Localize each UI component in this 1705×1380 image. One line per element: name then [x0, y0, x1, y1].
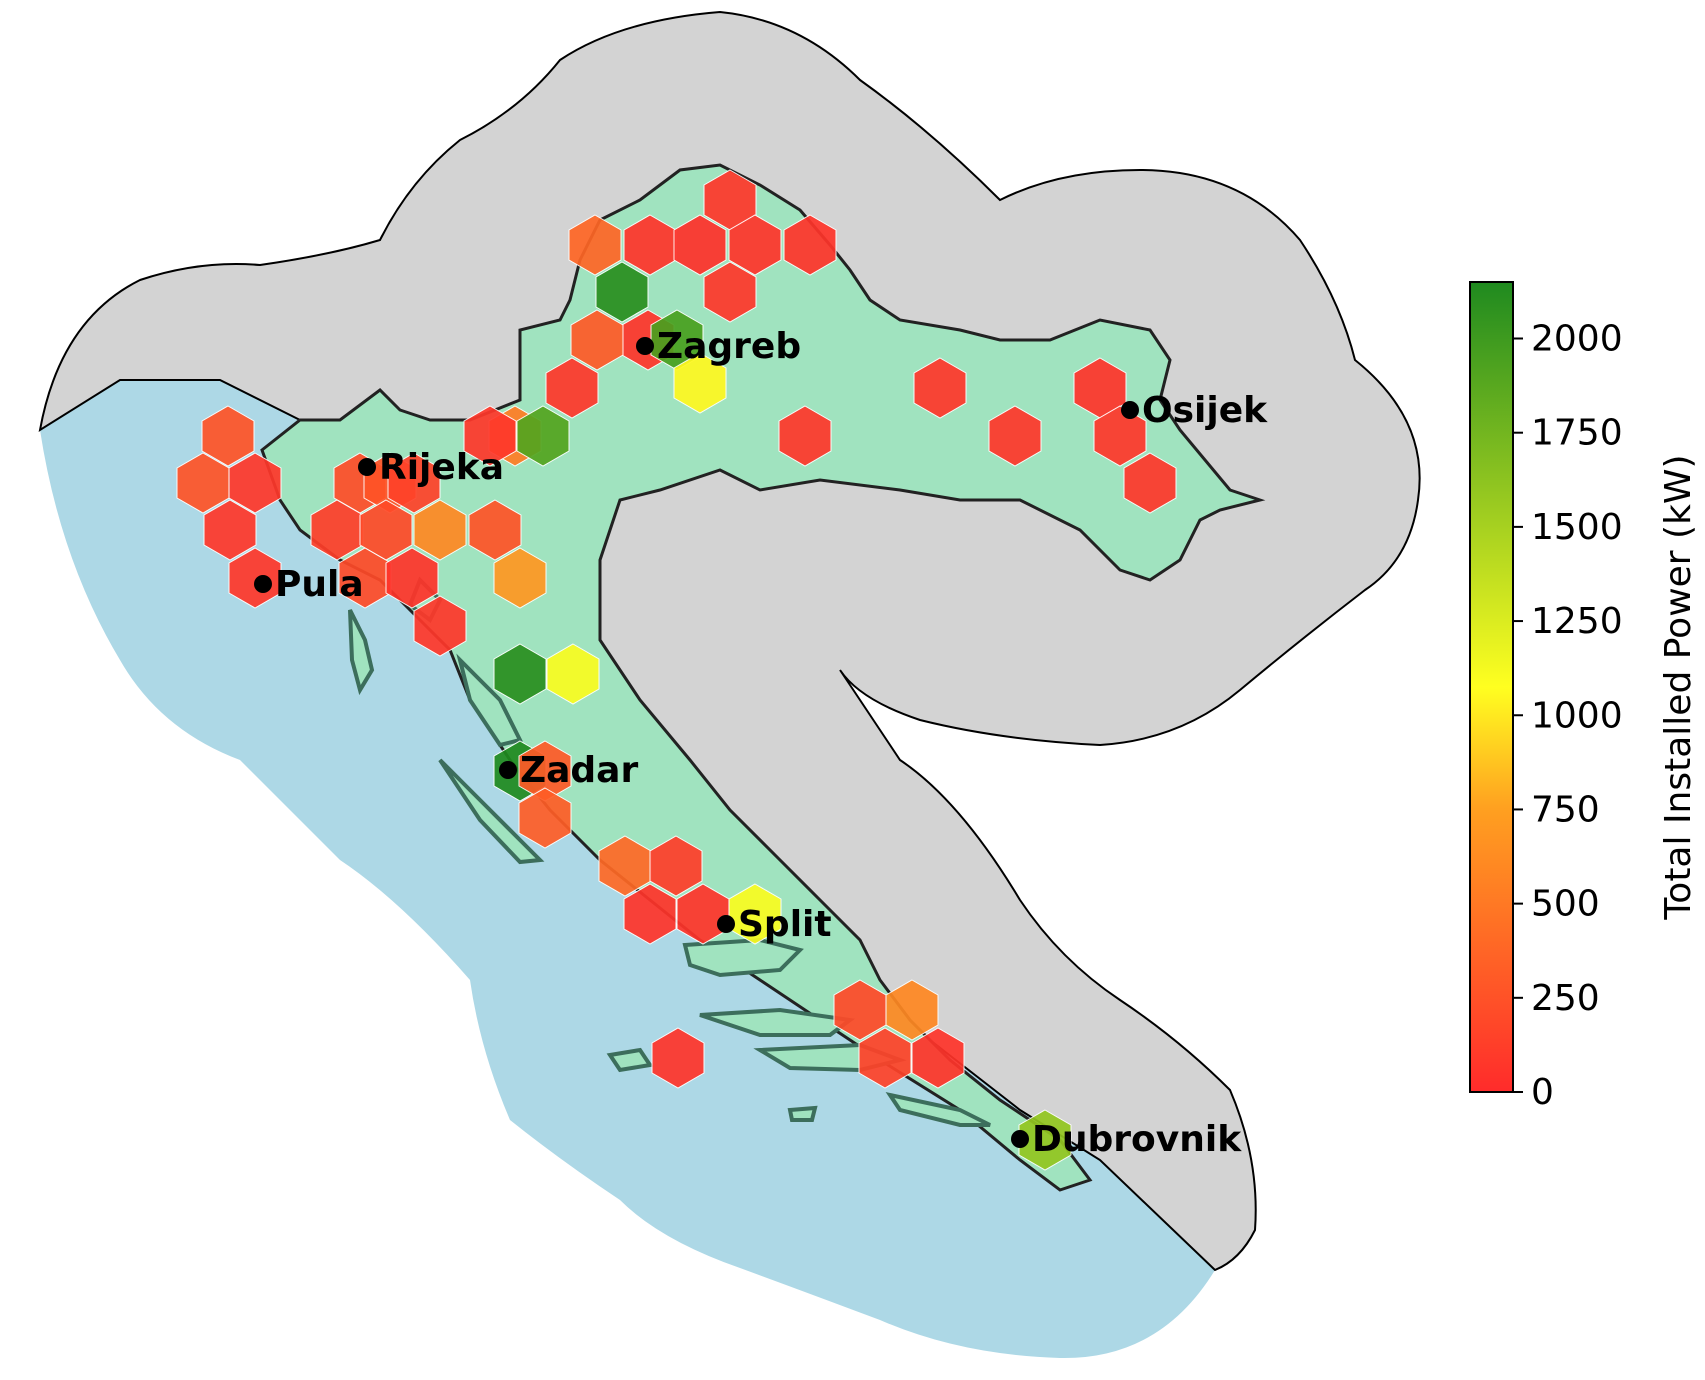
colorbar-tick-label: 1250 [1531, 601, 1623, 642]
hexbin-cell [493, 547, 547, 609]
city-marker-split: Split [717, 904, 832, 945]
colorbar-tick-label: 2000 [1531, 319, 1623, 360]
colorbar-tick-label: 750 [1531, 789, 1600, 830]
hexbin-cell [546, 643, 600, 705]
hexbin-layer [176, 169, 1177, 1171]
hexbin-cell [649, 835, 703, 897]
city-dot [358, 458, 376, 476]
hexbin-cell [651, 1027, 705, 1089]
hexbin-cell [228, 547, 282, 609]
city-dot [717, 915, 735, 933]
island-lastovo [787, 1105, 818, 1122]
hexbin-cell [858, 1027, 912, 1089]
hexbin-cell [623, 883, 677, 945]
hexbin-cell [387, 452, 441, 514]
hexbin-cell [1093, 405, 1147, 467]
hexbin-cell [518, 787, 572, 849]
hexbin-cell [778, 405, 832, 467]
hexbin-cell [885, 979, 939, 1041]
hexbin-cell [516, 405, 570, 467]
hexbin-cell [1018, 1109, 1072, 1171]
hexbin-cell [703, 261, 757, 323]
city-label: Zagreb [657, 326, 801, 367]
hexbin-cell [228, 452, 282, 514]
hexbin-cell [913, 357, 967, 419]
hexbin-cell [728, 214, 782, 276]
colorbar-tick-label: 1000 [1531, 695, 1623, 736]
hexbin-cell [201, 405, 255, 467]
hexbin-cell [1123, 452, 1177, 514]
city-marker-rijeka: Rijeka [358, 447, 504, 488]
city-marker-pula: Pula [254, 564, 364, 605]
colorbar-tick-label: 1750 [1531, 413, 1623, 454]
colorbar-tick-label: 1500 [1531, 507, 1623, 548]
hexbin-cell [568, 214, 622, 276]
city-dot [636, 337, 654, 355]
island-pag [456, 653, 523, 748]
city-dot [254, 575, 272, 593]
island-mljet [885, 1092, 991, 1127]
colorbar-tick-label: 250 [1531, 978, 1600, 1019]
colorbar: 0 250 500 750 1000 1250 1500 1750 2000 Total Ins… [1469, 281, 1699, 1113]
island-brac [682, 937, 804, 978]
city-label: Dubrovnik [1032, 1119, 1242, 1160]
city-marker-dubrovnik: Dubrovnik [1011, 1119, 1242, 1160]
island-dugi-otok [438, 758, 545, 865]
neighbor-land [38, 10, 1421, 1272]
hexbin-cell [413, 595, 467, 657]
hexbin-cell [545, 357, 599, 419]
city-label: Split [738, 904, 832, 945]
island-cres [348, 609, 375, 696]
city-marker-zadar: Zadar [499, 750, 638, 791]
hexbin-cell [988, 405, 1042, 467]
hexbin-cell [673, 352, 727, 414]
islands [348, 576, 991, 1127]
hexbin-cell [493, 643, 547, 705]
city-layer: Zagreb Osijek Rijeka Pula Zadar Split Dubrovni… [254, 326, 1268, 1160]
hexbin-cell [385, 547, 439, 609]
city-marker-osijek: Osijek [1121, 390, 1268, 431]
city-dot [1011, 1130, 1029, 1148]
city-label: Rijeka [379, 447, 504, 488]
hexbin-cell [203, 499, 257, 561]
hexbin-cell [783, 214, 837, 276]
hexbin-cell [595, 261, 649, 323]
city-label: Zadar [520, 750, 638, 791]
city-dot [499, 761, 517, 779]
hexbin-cell [673, 214, 727, 276]
city-marker-zagreb: Zagreb [636, 326, 801, 367]
hexbin-cell [413, 499, 467, 561]
hexbin-cell [728, 883, 782, 945]
colorbar-ticks: 0 250 500 750 1000 1250 1500 1750 2000 [1513, 319, 1623, 1113]
city-label: Osijek [1142, 390, 1268, 431]
hexbin-cell [463, 405, 517, 467]
colorbar-title: Total Installed Power (kW) [1658, 454, 1699, 920]
hexbin-cell [468, 499, 522, 561]
city-dot [1121, 401, 1139, 419]
city-label: Pula [275, 564, 364, 605]
colorbar-gradient [1469, 281, 1514, 1093]
hexbin-cell [570, 309, 624, 371]
colorbar-tick-label: 0 [1531, 1072, 1554, 1113]
island-vis [606, 1047, 654, 1073]
hexbin-cell [911, 1027, 965, 1089]
colorbar-tick-label: 500 [1531, 884, 1600, 925]
